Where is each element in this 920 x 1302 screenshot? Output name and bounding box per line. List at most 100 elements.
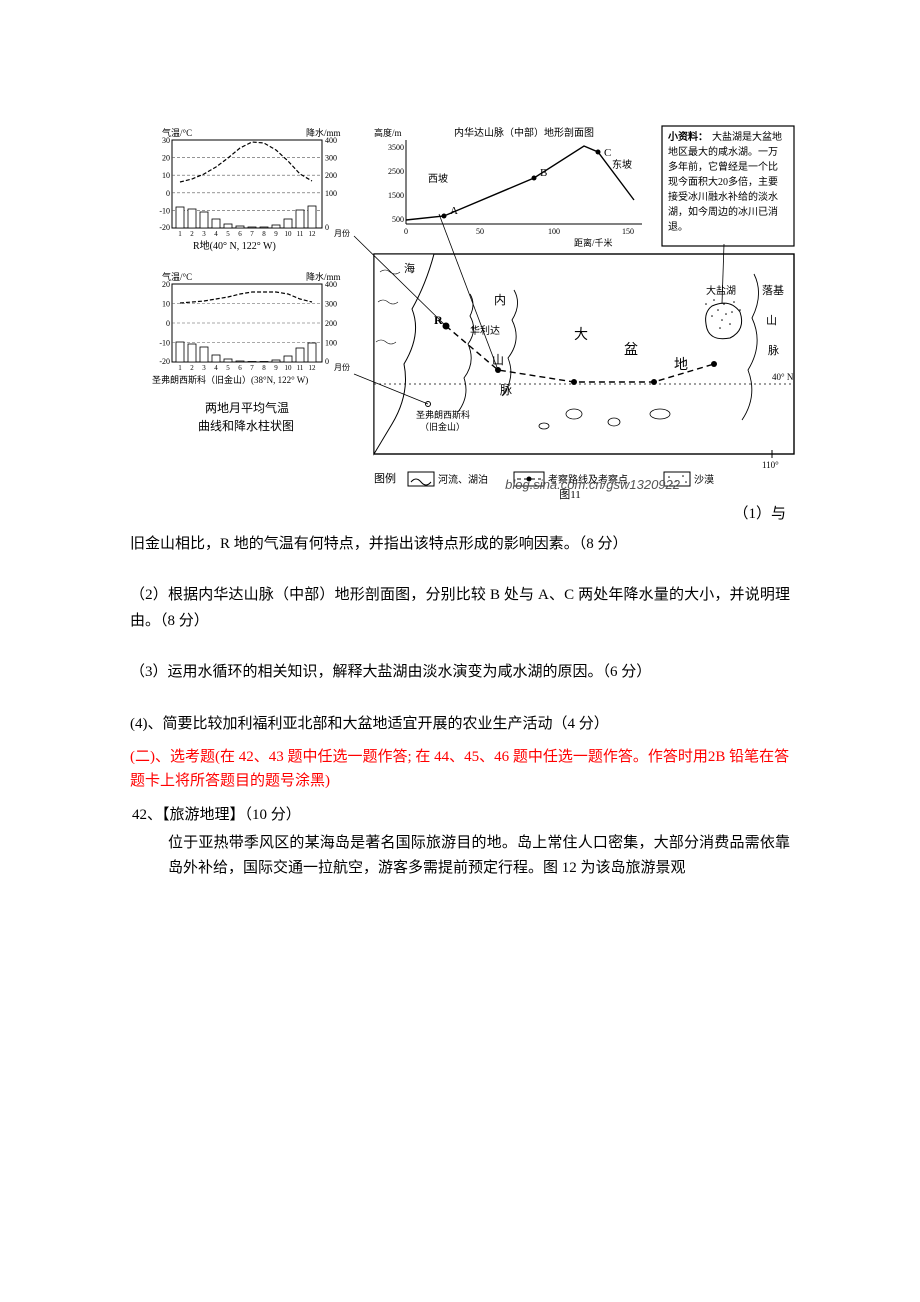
climate-chart-sfo: 20 10 0 -10 -20 400 300 200 100 0 气温/°C … (152, 271, 350, 385)
climate-pair-caption: 两地月平均气温 曲线和降水柱状图 (198, 400, 294, 433)
svg-text:4: 4 (214, 364, 218, 372)
r-caption: R地(40° N, 122° W) (193, 239, 276, 252)
svg-text:西坡: 西坡 (428, 172, 448, 185)
svg-text:-20: -20 (159, 223, 170, 232)
svg-text:20: 20 (162, 154, 170, 163)
svg-text:圣弗朗西斯科: 圣弗朗西斯科 (416, 409, 470, 420)
svg-text:1: 1 (178, 364, 182, 372)
svg-text:C: C (604, 147, 611, 159)
svg-text:2500: 2500 (388, 167, 404, 176)
svg-text:气温/°C: 气温/°C (162, 271, 192, 282)
svg-text:10: 10 (285, 364, 293, 372)
svg-text:高度/m: 高度/m (374, 127, 402, 138)
svg-text:大: 大 (574, 327, 588, 343)
svg-text:-20: -20 (159, 357, 170, 366)
question-3: （3）运用水循环的相关知识，解释大盐湖由淡水演变为咸水湖的原因。（6 分） (130, 660, 790, 686)
figure-11: 30 20 10 0 -10 -20 400 300 200 100 0 气温/… (140, 120, 800, 500)
svg-text:1: 1 (178, 230, 182, 238)
svg-text:-10: -10 (159, 339, 170, 348)
question-42-head: 42、【旅游地理】（10 分） (132, 803, 790, 829)
svg-text:内华达山脉（中部）地形剖面图: 内华达山脉（中部）地形剖面图 (454, 126, 594, 139)
svg-text:大盐湖: 大盐湖 (706, 284, 736, 297)
question-4: (4)、简要比较加利福利亚北部和大盆地适宜开展的农业生产活动（4 分） (130, 712, 790, 738)
watermark: blog.sina.com.cn/gsw1320922 (505, 474, 680, 496)
svg-text:40° N: 40° N (772, 372, 794, 382)
svg-text:12: 12 (309, 364, 317, 372)
svg-text:大盐湖是大盆地: 大盐湖是大盆地 (712, 130, 782, 143)
svg-text:沙漠: 沙漠 (694, 474, 714, 486)
svg-text:0: 0 (404, 227, 408, 236)
svg-text:0: 0 (325, 357, 329, 366)
svg-text:0: 0 (166, 319, 170, 328)
svg-text:7: 7 (250, 230, 254, 238)
svg-text:山: 山 (766, 314, 777, 327)
question-2: （2）根据内华达山脉（中部）地形剖面图，分别比较 B 处与 A、C 两处年降水量… (130, 583, 790, 634)
svg-text:9: 9 (274, 364, 278, 372)
svg-text:100: 100 (325, 189, 337, 198)
svg-text:东坡: 东坡 (612, 158, 632, 171)
svg-text:河流、湖泊: 河流、湖泊 (438, 473, 488, 486)
svg-text:3: 3 (202, 230, 206, 238)
svg-text:5: 5 (226, 230, 230, 238)
svg-text:退。: 退。 (668, 221, 688, 233)
svg-text:2: 2 (190, 364, 194, 372)
svg-text:6: 6 (238, 364, 242, 372)
svg-text:11: 11 (297, 230, 304, 238)
svg-text:10: 10 (162, 171, 170, 180)
question-42-body: 位于亚热带季风区的某海岛是著名国际旅游目的地。岛上常住人口密集，大部分消费品需依… (168, 831, 790, 882)
svg-text:3500: 3500 (388, 143, 404, 152)
svg-text:7: 7 (250, 364, 254, 372)
svg-text:两地月平均气温: 两地月平均气温 (205, 400, 289, 415)
svg-text:10: 10 (285, 230, 293, 238)
svg-text:8: 8 (262, 364, 266, 372)
svg-text:月份: 月份 (334, 228, 350, 238)
svg-text:落基: 落基 (762, 284, 784, 297)
svg-text:500: 500 (392, 215, 404, 224)
svg-text:300: 300 (325, 300, 337, 309)
svg-text:200: 200 (325, 319, 337, 328)
svg-text:多年前，它曾经是一个比: 多年前，它曾经是一个比 (668, 160, 778, 173)
svg-text:内: 内 (494, 293, 506, 307)
climate-chart-r: 30 20 10 0 -10 -20 400 300 200 100 0 气温/… (159, 127, 350, 252)
figure-11-svg: 30 20 10 0 -10 -20 400 300 200 100 0 气温/… (140, 120, 800, 500)
svg-text:湖，如今周边的冰川已消: 湖，如今周边的冰川已消 (668, 205, 778, 218)
svg-text:地: 地 (674, 357, 688, 373)
question-1: （1）与 旧金山相比，R 地的气温有何特点，并指出该特点形成的影响因素。（8 分… (130, 502, 790, 557)
svg-text:现今面积大20多倍，主要: 现今面积大20多倍，主要 (668, 175, 778, 188)
svg-text:0: 0 (325, 223, 329, 232)
svg-text:距离/千米: 距离/千米 (574, 237, 613, 248)
svg-text:150: 150 (622, 227, 634, 236)
section-2-heading: (二)、选考题(在 42、43 题中任选一题作答; 在 44、45、46 题中任… (130, 745, 790, 793)
svg-text:脉: 脉 (768, 343, 779, 357)
svg-text:海: 海 (404, 261, 415, 275)
svg-text:降水/mm: 降水/mm (306, 271, 341, 282)
svg-text:100: 100 (548, 227, 560, 236)
svg-text:100: 100 (325, 339, 337, 348)
svg-text:9: 9 (274, 230, 278, 238)
svg-text:8: 8 (262, 230, 266, 238)
q1-tail: （1）与 (733, 506, 786, 522)
svg-text:12: 12 (309, 230, 317, 238)
q1-line2: 旧金山相比，R 地的气温有何特点，并指出该特点形成的影响因素。（8 分） (130, 532, 790, 558)
profile-chart: 内华达山脉（中部）地形剖面图 高度/m 3500 2500 1500 500 0… (374, 126, 642, 248)
svg-text:（旧金山）: （旧金山） (420, 421, 465, 432)
svg-text:曲线和降水柱状图: 曲线和降水柱状图 (198, 418, 294, 433)
svg-text:11: 11 (297, 364, 304, 372)
temp-axis-label: 气温/°C (162, 127, 192, 138)
fact-box: 小资料： 大盐湖是大盆地 地区最大的咸水湖。一万 多年前，它曾经是一个比 现今面… (662, 126, 794, 246)
svg-text:A: A (450, 205, 458, 217)
svg-text:3: 3 (202, 364, 206, 372)
svg-text:6: 6 (238, 230, 242, 238)
svg-text:盆: 盆 (624, 342, 638, 358)
svg-text:接受冰川融水补给的淡水: 接受冰川融水补给的淡水 (668, 190, 778, 203)
sfo-caption: 圣弗朗西斯科（旧金山）(38°N, 122° W) (152, 374, 308, 385)
svg-text:300: 300 (325, 154, 337, 163)
map: 海 R 圣弗朗西斯科 （旧金山） 内 华利达 山 脉 大 盆 地 (354, 214, 794, 470)
precip-axis-label: 降水/mm (306, 127, 341, 138)
svg-text:-10: -10 (159, 206, 170, 215)
svg-text:1500: 1500 (388, 191, 404, 200)
svg-text:50: 50 (476, 227, 484, 236)
svg-text:地区最大的咸水湖。一万: 地区最大的咸水湖。一万 (668, 145, 778, 158)
svg-text:4: 4 (214, 230, 218, 238)
svg-text:5: 5 (226, 364, 230, 372)
